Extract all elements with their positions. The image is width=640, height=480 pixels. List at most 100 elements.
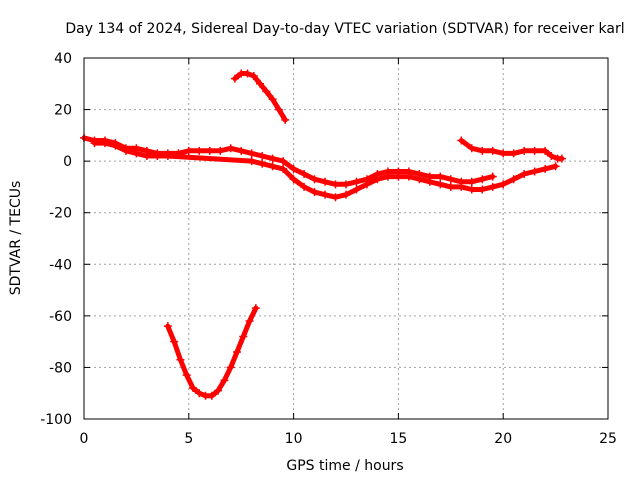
data-point	[321, 190, 330, 199]
data-point	[163, 322, 172, 331]
data-point	[541, 164, 550, 173]
data-point	[557, 154, 566, 163]
data-point	[425, 177, 434, 186]
data-point	[182, 371, 191, 380]
data-point	[446, 182, 455, 191]
ticks: 0 5 10 15 20 25 -100 -80 -60 -40 -20 0 20 40	[40, 51, 617, 447]
data-point	[142, 151, 151, 160]
data-point	[230, 74, 239, 83]
data-point	[281, 115, 290, 124]
y-tick-label: -80	[49, 360, 72, 376]
data-point	[274, 105, 283, 114]
data-point	[279, 164, 288, 173]
data-point	[551, 162, 560, 171]
data-point	[170, 337, 179, 346]
data-point	[488, 182, 497, 191]
data-point	[216, 146, 225, 155]
data-point	[310, 188, 319, 197]
x-tick-label: 10	[285, 431, 303, 447]
data-point	[310, 175, 319, 184]
data-point	[342, 190, 350, 199]
data-point	[436, 180, 445, 189]
data-point	[467, 177, 476, 186]
data-point	[509, 175, 518, 184]
series-late-arc	[458, 138, 565, 162]
data-point	[373, 175, 382, 184]
data-point	[394, 172, 403, 181]
data-point	[111, 141, 120, 150]
data-point	[195, 389, 204, 398]
data-point	[478, 146, 487, 155]
data-point	[499, 149, 508, 158]
data-point	[300, 170, 309, 179]
x-tick-label: 0	[80, 431, 89, 447]
data-point	[478, 175, 487, 184]
data-point	[352, 185, 361, 194]
data-point	[226, 363, 235, 372]
data-point	[237, 146, 246, 155]
data-point	[331, 193, 340, 202]
data-point	[499, 180, 508, 189]
x-axis-label: GPS time / hours	[286, 458, 403, 474]
x-tick-label: 5	[184, 431, 193, 447]
data-point	[268, 154, 277, 163]
data-point	[247, 157, 256, 166]
y-tick-label: -20	[49, 206, 72, 222]
data-point	[247, 149, 256, 158]
series-main-band-upper	[81, 135, 496, 187]
data-point	[195, 146, 204, 155]
data-point	[268, 95, 277, 104]
data-point	[457, 182, 466, 191]
data-point	[251, 304, 260, 313]
data-point	[239, 332, 248, 341]
data-point	[321, 177, 330, 186]
data-point	[362, 180, 371, 189]
y-tick-label: 20	[54, 103, 72, 119]
data-point	[404, 172, 413, 181]
data-point	[478, 185, 487, 194]
data-point	[249, 72, 258, 81]
data-point	[268, 162, 277, 171]
data-point	[547, 151, 556, 160]
data-point	[331, 180, 340, 189]
data-point	[243, 69, 252, 78]
y-tick-label: 0	[63, 154, 72, 170]
data-point	[279, 157, 288, 166]
data-point	[220, 376, 229, 385]
data-point	[342, 180, 350, 189]
data-point	[352, 177, 361, 186]
data-point	[289, 164, 298, 173]
data-point	[530, 167, 539, 176]
data-point	[300, 182, 309, 191]
data-point	[188, 384, 197, 393]
data-point	[90, 139, 99, 148]
data-point	[541, 146, 550, 155]
grid	[84, 58, 608, 419]
data-point	[258, 159, 267, 168]
y-tick-label: -100	[40, 412, 72, 428]
data-point	[446, 175, 455, 184]
data-point	[100, 139, 109, 148]
data-point	[289, 175, 298, 184]
x-tick-label: 20	[494, 431, 512, 447]
data-series	[80, 69, 566, 400]
data-point	[214, 386, 223, 395]
data-point	[233, 347, 242, 356]
data-point	[467, 185, 476, 194]
plot-frame	[83, 57, 609, 420]
y-tick-label: -60	[49, 309, 72, 325]
x-tick-label: 25	[599, 431, 617, 447]
data-point	[256, 79, 265, 88]
data-point	[184, 146, 193, 155]
data-point	[258, 151, 267, 160]
y-tick-label: -40	[49, 257, 72, 273]
y-tick-label: 40	[54, 51, 72, 67]
data-point	[205, 146, 214, 155]
data-point	[467, 144, 476, 153]
data-point	[520, 170, 529, 179]
data-point	[383, 172, 392, 181]
data-point	[121, 146, 130, 155]
data-point	[457, 136, 466, 145]
data-point	[153, 151, 162, 160]
